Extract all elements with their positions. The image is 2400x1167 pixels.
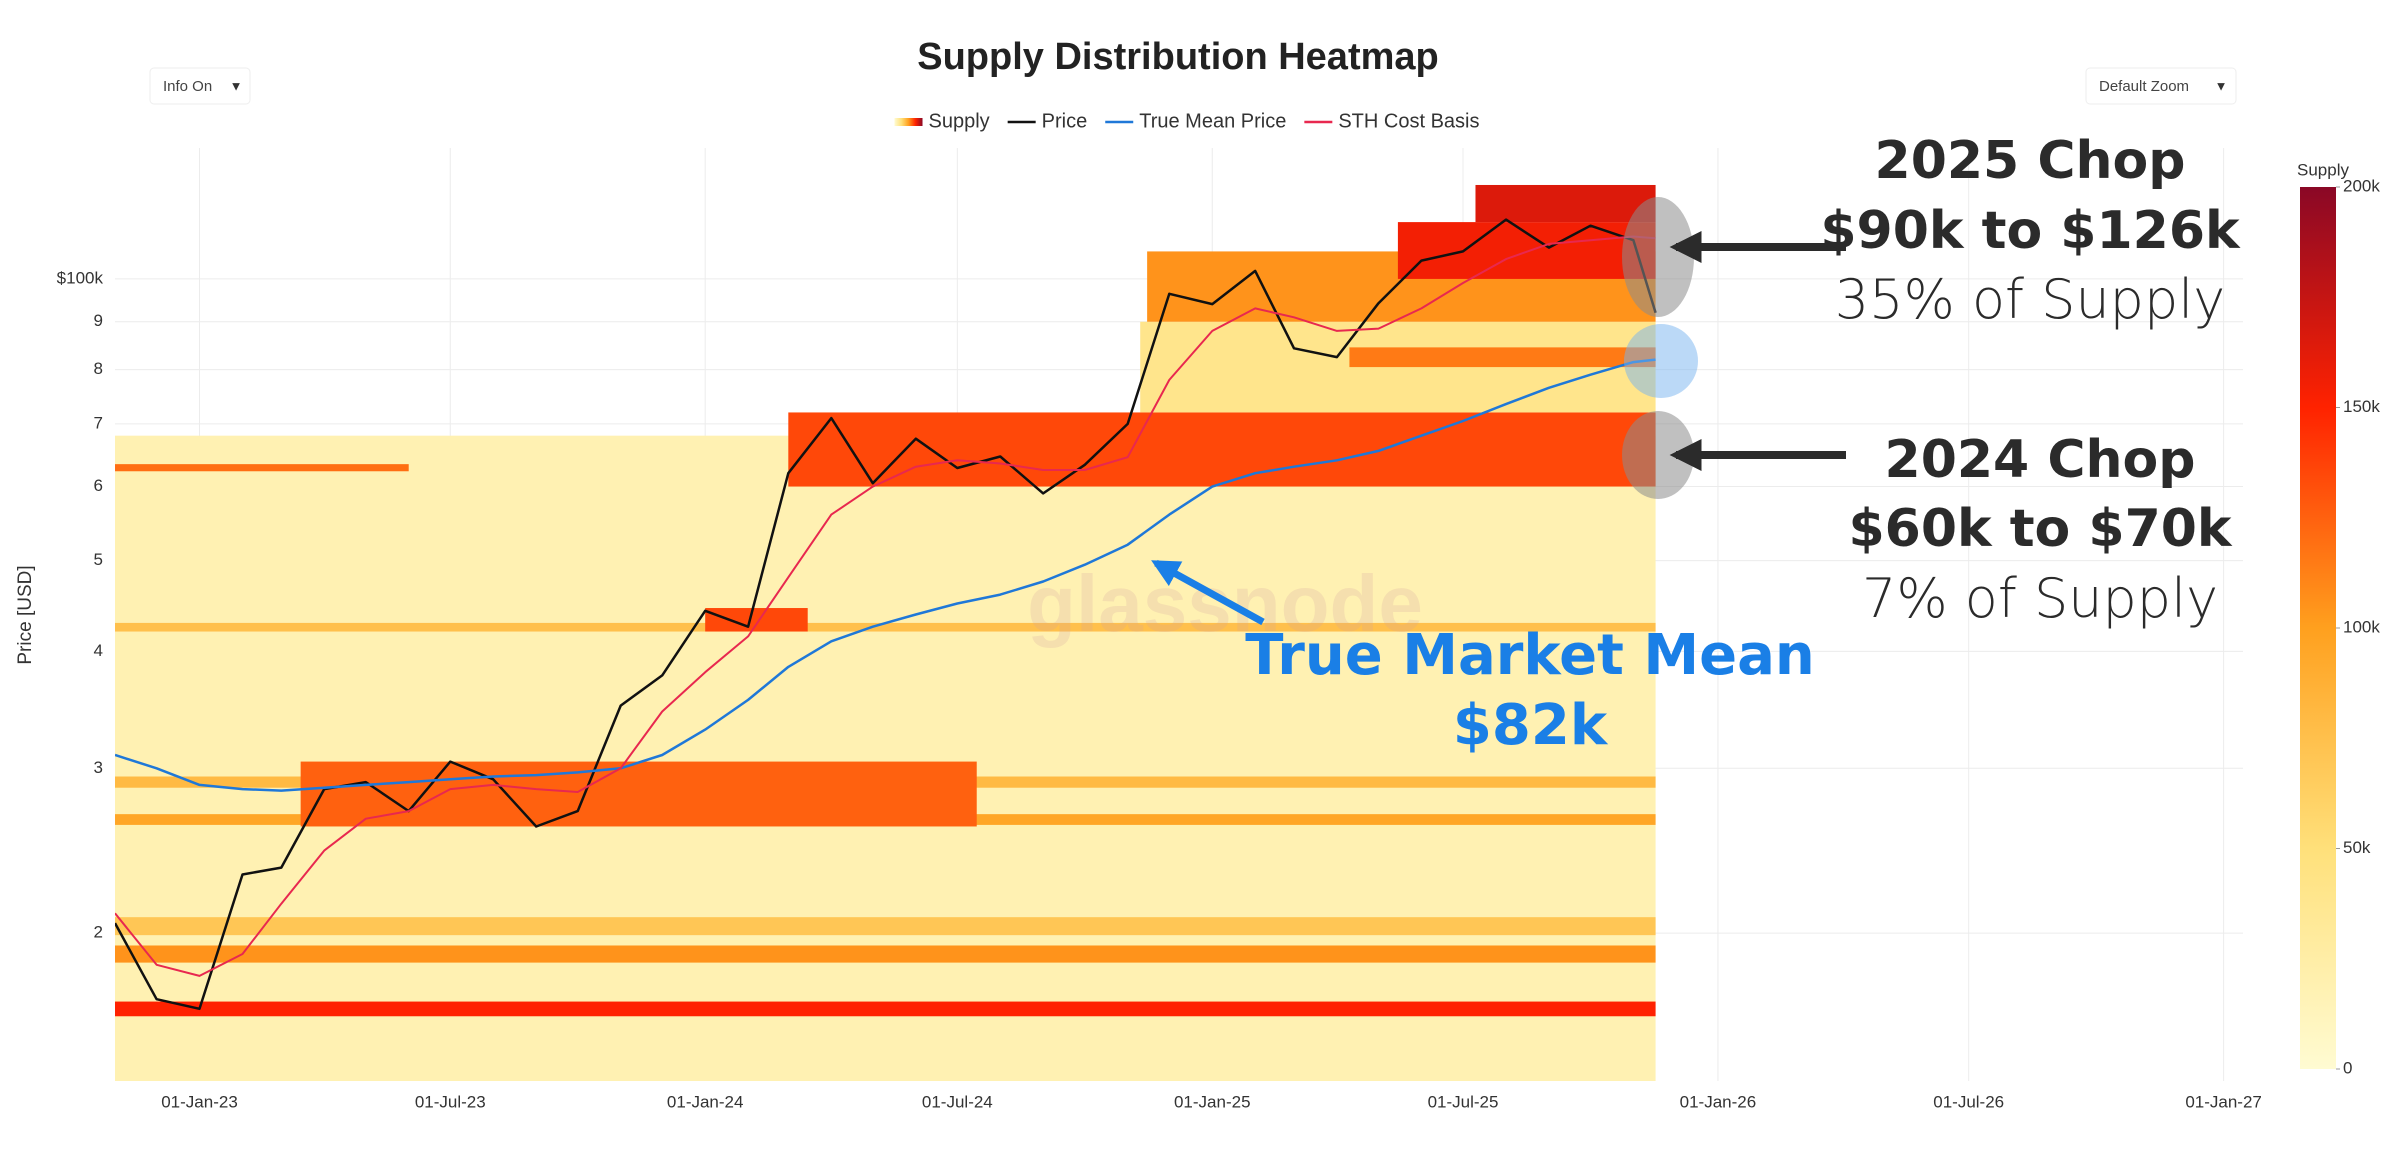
y-axis-label: Price [USD] — [15, 565, 36, 664]
supply-band — [788, 412, 1656, 487]
annotation-value: $82k — [1453, 693, 1609, 758]
lines — [115, 218, 1657, 1011]
supply-band — [1475, 184, 1656, 223]
annotation-share: 7% of Supply — [1862, 567, 2218, 630]
supply-band — [705, 608, 808, 632]
y-tick-label: 5 — [94, 550, 103, 569]
y-tick-label: 8 — [94, 359, 103, 378]
annotation-title: 2025 Chop — [1875, 131, 2186, 191]
y-tick-label: $100k — [57, 268, 104, 287]
button-arrow[interactable]: ▼ — [2215, 78, 2228, 93]
y-tick-label: 7 — [94, 413, 103, 432]
supply-band — [1140, 321, 1656, 413]
supply-band — [1397, 222, 1656, 279]
button-box[interactable] — [2085, 67, 2237, 105]
heatmap — [115, 184, 1656, 1081]
legend-swatch — [894, 118, 923, 126]
supply-band — [115, 464, 409, 472]
chart-title: Supply Distribution Heatmap — [917, 36, 1438, 78]
x-tick-label: 01-Jul-26 — [1933, 1092, 2004, 1111]
colorbar-tick-label: 100k — [2343, 617, 2380, 636]
supply-band — [300, 761, 977, 827]
annotation-title: True Market Mean — [1245, 623, 1815, 688]
x-tick-label: 01-Jan-24 — [667, 1092, 744, 1111]
colorbar-ticks: 0 50k 100k 150k 200k — [2336, 176, 2380, 1077]
button-box[interactable] — [149, 67, 251, 105]
colorbar-tick-label: 150k — [2343, 397, 2380, 416]
legend-label: True Mean Price — [1139, 110, 1286, 132]
axes: 01-Jan-23 01-Jul-23 01-Jan-24 01-Jul-24 01-J… — [57, 268, 2262, 1111]
arrow — [1151, 559, 1265, 626]
highlight-mean — [1624, 324, 1698, 398]
supply-band — [115, 435, 1656, 1081]
x-tick-label: 01-Jan-23 — [161, 1092, 238, 1111]
colorbar-tick-label: 0 — [2343, 1058, 2352, 1077]
series-line — [115, 235, 1656, 977]
colorbar-tick-label: 200k — [2343, 176, 2380, 195]
zoom-button[interactable]: Default Zoom ▼ — [2085, 67, 2237, 105]
colorbar-tick-label: 50k — [2343, 838, 2371, 857]
supply-band — [1349, 347, 1656, 368]
colorbar-title: Supply — [2297, 160, 2349, 179]
series-line — [115, 218, 1657, 1011]
y-tick-label: 3 — [94, 758, 103, 777]
series-line — [115, 358, 1656, 792]
button-arrow[interactable]: ▼ — [230, 78, 243, 93]
legend-label: Price — [1042, 110, 1088, 132]
x-tick-label: 01-Jan-26 — [1680, 1092, 1757, 1111]
x-tick-label: 01-Jan-27 — [2185, 1092, 2262, 1111]
info-button[interactable]: Info On ▼ — [149, 67, 251, 105]
supply-band — [115, 622, 1656, 632]
annotation-title: 2024 Chop — [1885, 430, 2196, 490]
annotation-range: $90k to $126k — [1820, 201, 2241, 261]
annotation-share: 35% of Supply — [1835, 268, 2225, 331]
supply-band — [115, 917, 1656, 936]
legend-label: Supply — [929, 110, 990, 132]
colorbar — [2300, 187, 2336, 1069]
x-tick-label: 01-Jul-23 — [415, 1092, 486, 1111]
legend: Supply Price True Mean Price STH Cost Basis — [894, 110, 1479, 132]
annotation-range: $60k to $70k — [1848, 499, 2232, 559]
y-tick-label: 4 — [94, 641, 103, 660]
supply-band — [115, 1001, 1656, 1017]
legend-label: STH Cost Basis — [1338, 110, 1479, 132]
supply-band — [115, 945, 1656, 963]
y-tick-label: 9 — [94, 311, 103, 330]
y-tick-label: 2 — [94, 923, 103, 942]
highlight-2025 — [1622, 197, 1694, 317]
button-label[interactable]: Info On — [163, 78, 212, 95]
x-tick-label: 01-Jan-25 — [1174, 1092, 1251, 1111]
button-label[interactable]: Default Zoom — [2099, 78, 2189, 95]
x-tick-label: 01-Jul-25 — [1428, 1092, 1499, 1111]
y-tick-label: 6 — [94, 476, 103, 495]
highlight-2024 — [1622, 411, 1694, 499]
x-tick-label: 01-Jul-24 — [922, 1092, 993, 1111]
